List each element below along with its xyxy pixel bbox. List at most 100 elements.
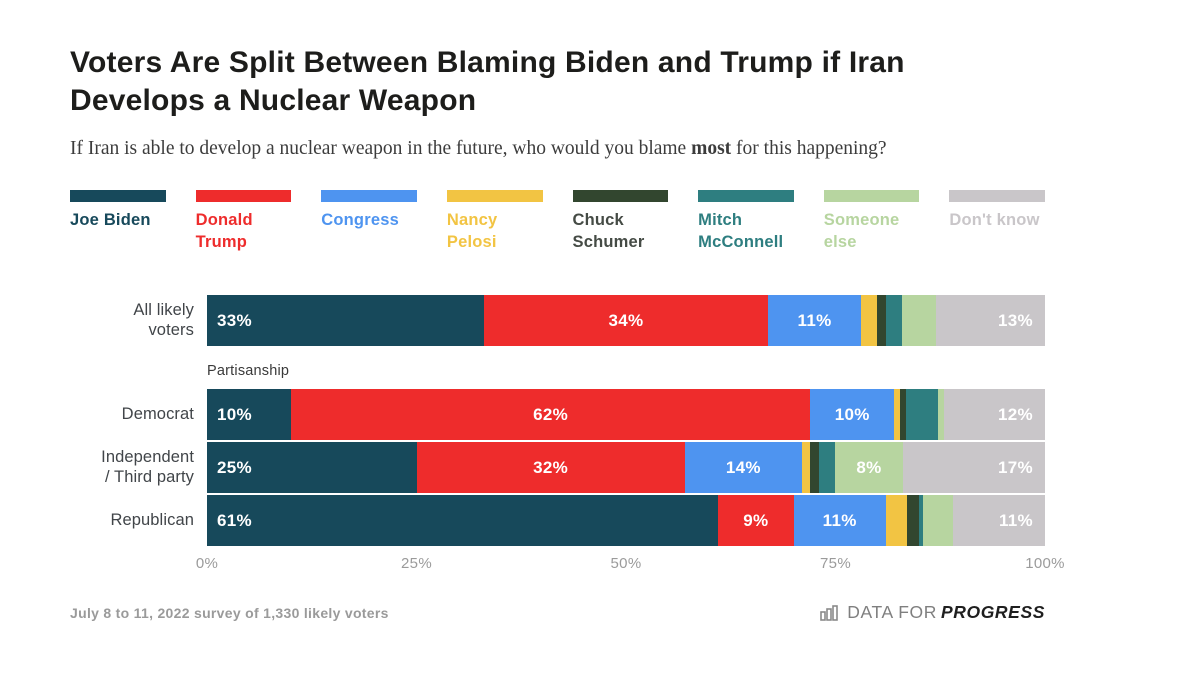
subtitle-bold-word: most (691, 138, 732, 160)
bar-segment-someone-else (902, 295, 936, 347)
legend-item-donald-trump: Donald Trump (195, 189, 292, 254)
segment-value-label: 62% (533, 404, 569, 424)
subtitle-text: If Iran is able to develop a nuclear wea… (70, 138, 692, 160)
stacked-bar: 25% 32% 14% 8% 17% (207, 442, 1045, 494)
x-axis-tick: 100% (1025, 555, 1065, 573)
chart-row: Republican 61% 9% 11% 11% (70, 495, 1045, 547)
bar-segment-don-t-know: 17% (902, 442, 1045, 494)
row-label: Democrat (121, 405, 194, 424)
logo-suffix: PROGRESS (941, 602, 1045, 623)
logo-text: DATA FOR PROGRESS (847, 602, 1045, 623)
legend-swatch (949, 189, 1045, 202)
bar-segment-nancy-pelosi (860, 295, 878, 347)
bar-segment-nancy-pelosi (894, 389, 900, 441)
legend-label: Donald Trump (195, 210, 253, 251)
subtitle-text-end: for this happening? (731, 138, 887, 160)
legend-item-congress: Congress (321, 189, 417, 254)
bar-segment-someone-else: 8% (835, 442, 903, 494)
segment-value-label: 10% (217, 404, 252, 424)
chart-legend: Joe Biden Donald Trump Congress Nancy Pelos… (70, 189, 1045, 254)
segment-value-label: 25% (217, 457, 252, 477)
bar-segment-mitch-mcconnell (885, 295, 903, 347)
stacked-bar: 33% 34% 11% 13% (207, 295, 1045, 347)
bar-segment-don-t-know: 13% (936, 295, 1045, 347)
bar-segment-donald-trump: 62% (290, 389, 811, 441)
bar-segment-chuck-schumer (877, 295, 886, 347)
segment-value-label: 14% (725, 457, 761, 477)
x-axis-tick: 75% (820, 555, 851, 573)
legend-item-mitch-mcconnell: Mitch McConnell (698, 189, 794, 254)
legend-item-someone-else: Someone else (823, 189, 920, 254)
x-axis-tick: 50% (610, 555, 642, 573)
segment-value-label: 10% (834, 404, 870, 424)
legend-item-don-t-know: Don't know (949, 189, 1045, 254)
legend-item-joe-biden: Joe Biden (70, 189, 166, 254)
chart-footer: July 8 to 11, 2022 survey of 1,330 likel… (70, 602, 1045, 623)
legend-label: Mitch McConnell (698, 210, 784, 251)
logo-prefix: DATA FOR (847, 602, 937, 623)
legend-label: Someone else (823, 210, 900, 251)
bar-segment-nancy-pelosi (801, 442, 811, 494)
page-title: Voters Are Split Between Blaming Biden a… (70, 46, 905, 118)
x-axis-tick: 25% (401, 555, 432, 573)
bar-segment-mitch-mcconnell (818, 442, 836, 494)
segment-value-label: 8% (856, 457, 882, 477)
bar-segment-donald-trump: 34% (483, 295, 769, 347)
legend-label: Chuck Schumer (572, 210, 645, 251)
bar-segment-congress: 11% (793, 495, 886, 547)
bar-segment-chuck-schumer (900, 389, 906, 441)
segment-value-label: 11% (998, 510, 1033, 530)
bar-segment-joe-biden: 33% (207, 295, 484, 347)
segment-value-label: 34% (608, 310, 644, 330)
row-label: All likely voters (133, 301, 194, 339)
segment-value-label: 61% (217, 510, 252, 530)
legend-item-chuck-schumer: Chuck Schumer (572, 189, 669, 254)
legend-item-nancy-pelosi: Nancy Pelosi (446, 189, 543, 254)
partisanship-rows: Democrat 10% 62% 10% 12% Independent / Third p… (70, 389, 1045, 547)
segment-value-label: 9% (743, 510, 769, 530)
bar-chart-icon (820, 604, 840, 622)
x-axis-tick: 0% (195, 555, 219, 573)
chart-row: All likely voters 33% 34% 11% 13% (70, 295, 1045, 347)
chart-row: Independent / Third party 25% 32% 14% 8% 17% (70, 442, 1045, 494)
row-label: Independent / Third party (101, 448, 194, 486)
row-label: Republican (110, 511, 194, 530)
page-subtitle: If Iran is able to develop a nuclear wea… (70, 135, 950, 163)
legend-label: Joe Biden (70, 210, 151, 229)
segment-value-label: 13% (998, 310, 1033, 330)
bar-segment-chuck-schumer (906, 495, 920, 547)
segment-value-label: 17% (998, 457, 1033, 477)
bar-segment-someone-else (923, 495, 953, 547)
bar-segment-nancy-pelosi (885, 495, 907, 547)
bar-segment-joe-biden: 61% (207, 495, 719, 547)
segment-value-label: 11% (797, 310, 832, 330)
legend-swatch (698, 189, 794, 202)
legend-swatch (70, 189, 166, 202)
bar-segment-joe-biden: 25% (207, 442, 417, 494)
bar-segment-mitch-mcconnell (905, 389, 938, 441)
bar-segment-mitch-mcconnell (919, 495, 924, 547)
legend-swatch (195, 189, 292, 202)
segment-value-label: 33% (217, 310, 252, 330)
bar-segment-joe-biden: 10% (207, 389, 291, 441)
chart-card: Voters Are Split Between Blaming Biden a… (70, 44, 1065, 623)
legend-label: Nancy Pelosi (446, 210, 498, 251)
segment-value-label: 12% (998, 404, 1033, 424)
stacked-bar-chart: All likely voters 33% 34% 11% 13% Partisanship… (70, 295, 1045, 547)
bar-segment-congress: 14% (684, 442, 802, 494)
segment-value-label: 32% (533, 457, 569, 477)
legend-swatch (572, 189, 669, 202)
bar-segment-don-t-know: 11% (952, 495, 1045, 547)
legend-label: Don't know (949, 210, 1040, 229)
survey-footnote: July 8 to 11, 2022 survey of 1,330 likel… (70, 604, 389, 621)
legend-swatch (321, 189, 417, 202)
bar-segment-chuck-schumer (810, 442, 819, 494)
chart-row: Democrat 10% 62% 10% 12% (70, 389, 1045, 441)
group-label-partisanship: Partisanship (207, 363, 290, 380)
segment-value-label: 11% (822, 510, 857, 530)
stacked-bar: 61% 9% 11% 11% (207, 495, 1045, 547)
legend-swatch (446, 189, 543, 202)
x-axis: 0% 25% 50% 75% 100% (196, 555, 1065, 577)
bar-segment-donald-trump: 9% (718, 495, 794, 547)
bar-segment-donald-trump: 32% (416, 442, 685, 494)
